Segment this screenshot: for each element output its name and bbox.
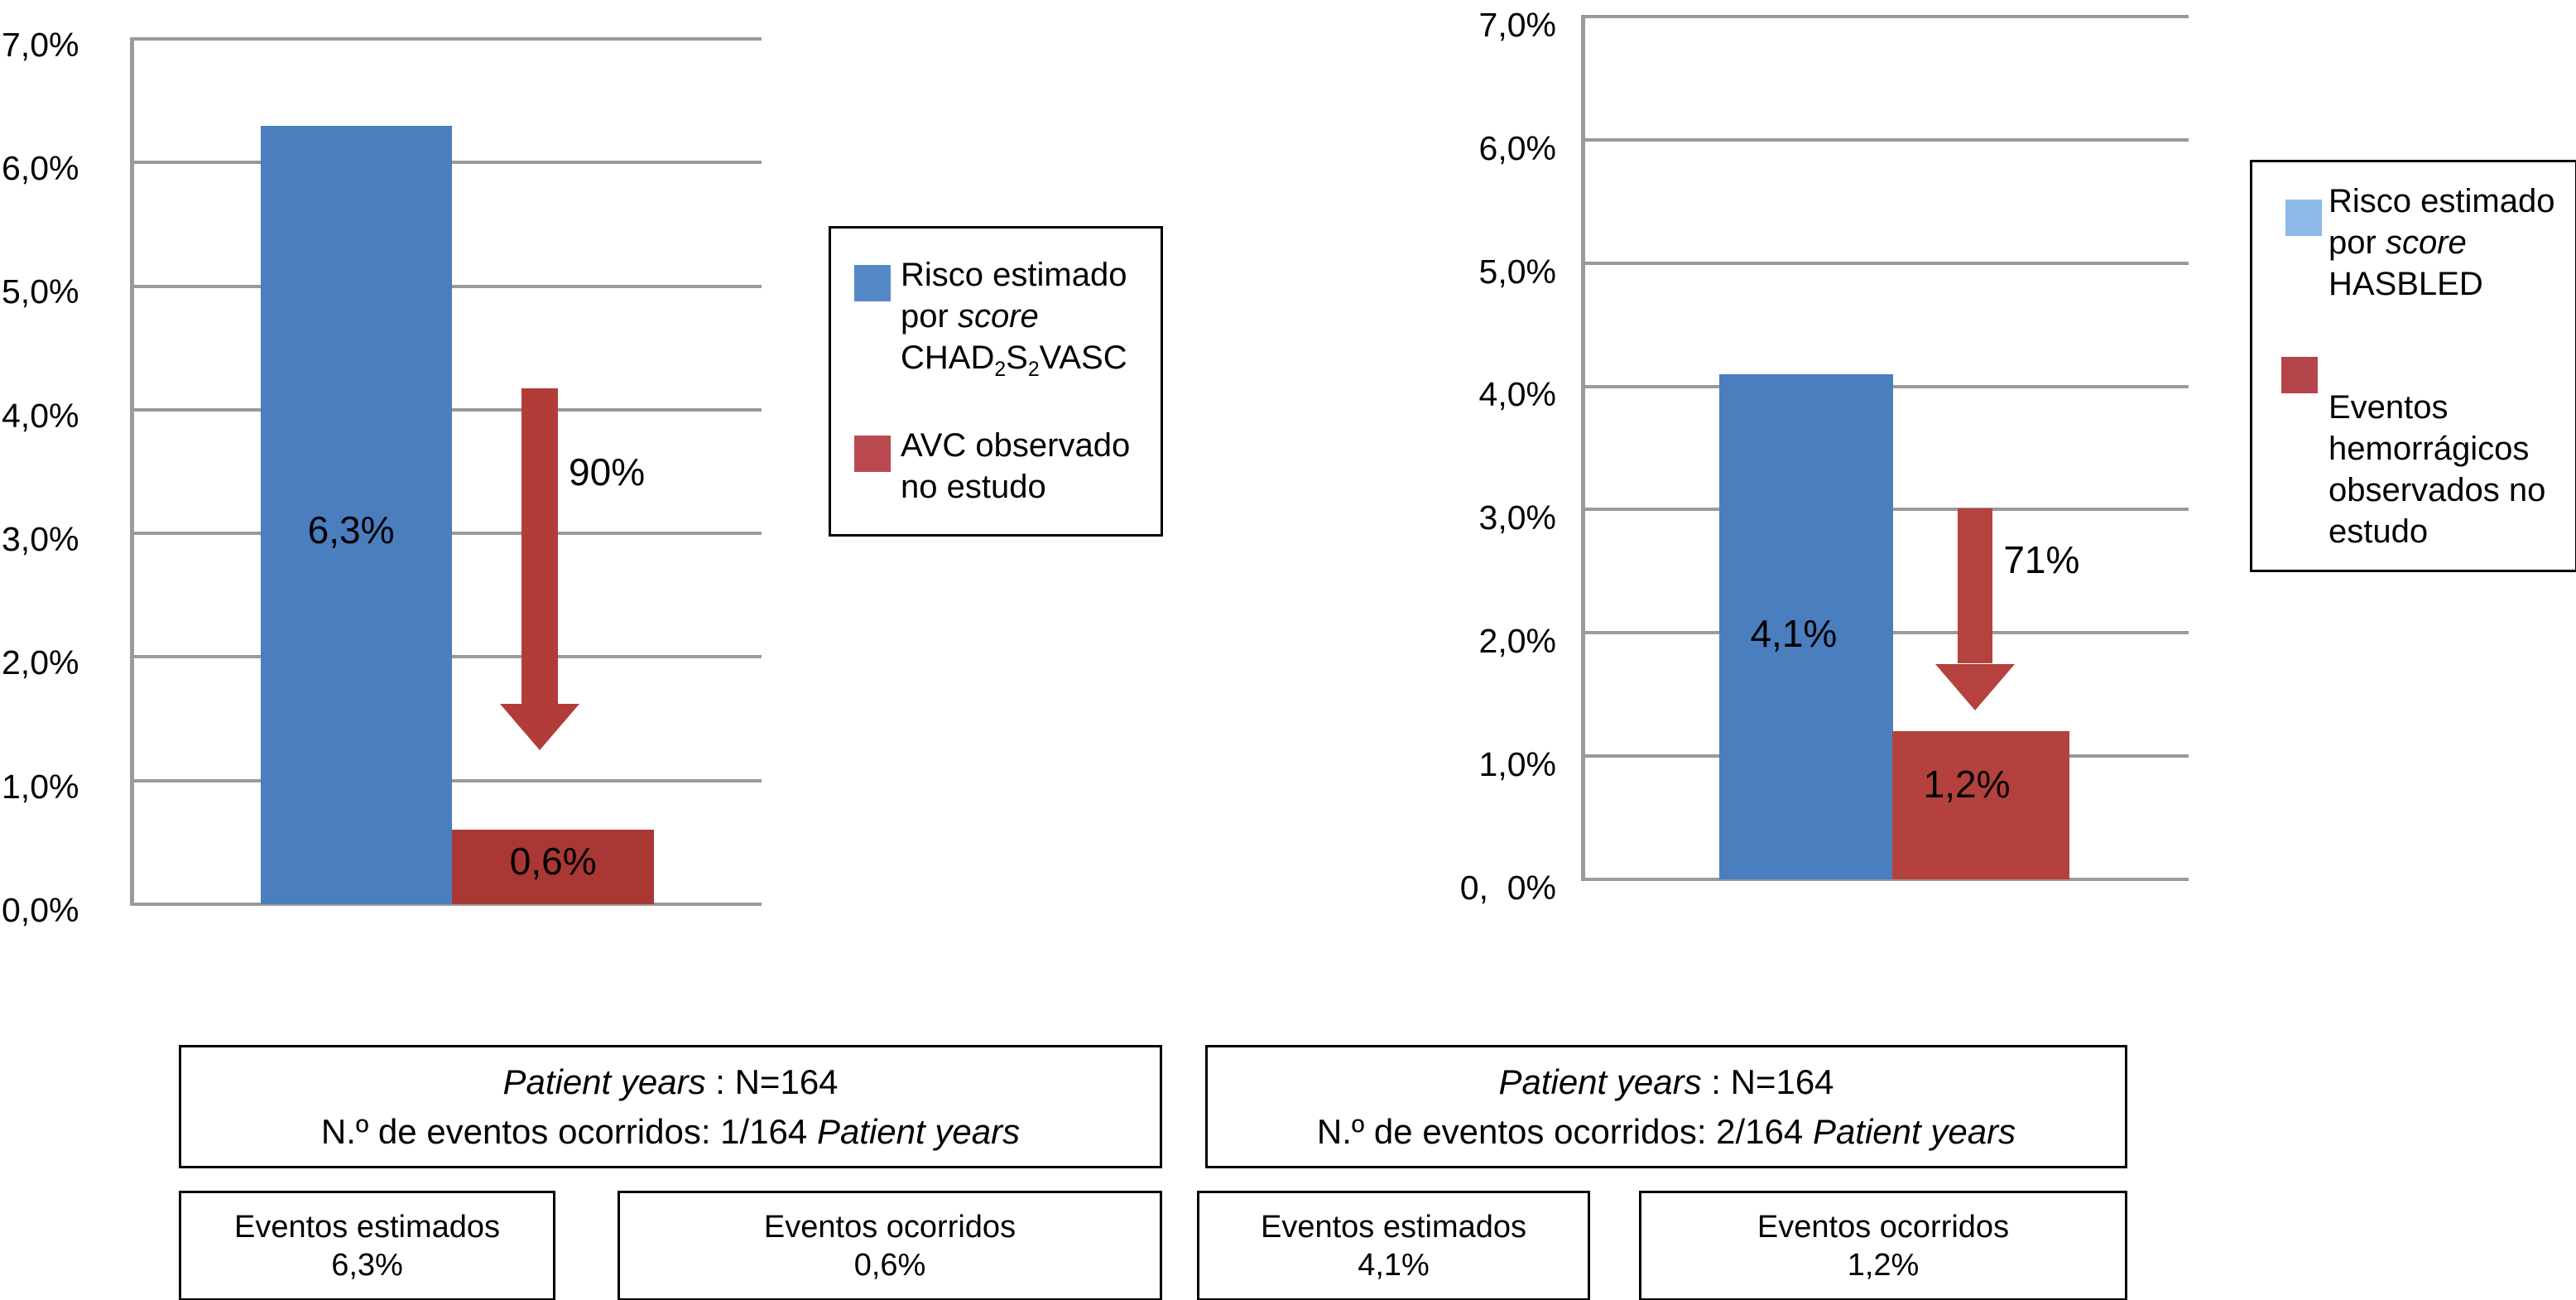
patient-years-box: Patient years : N=164 N.º de eventos oco… bbox=[179, 1045, 1162, 1168]
legend-line: Risco estimado bbox=[901, 257, 1127, 293]
estimated-events-label: Eventos estimados bbox=[1260, 1209, 1527, 1245]
legend-swatch-observed bbox=[854, 436, 891, 472]
patient-years-box: Patient years : N=164 N.º de eventos oco… bbox=[1205, 1045, 2127, 1168]
estimated-events-value: 4,1% bbox=[1358, 1247, 1430, 1283]
legend-line: Risco estimado bbox=[2328, 183, 2555, 219]
y-tick-label: 0, 0% bbox=[1459, 869, 1556, 907]
legend-line: por score bbox=[901, 298, 1039, 335]
legend-line: no estudo bbox=[901, 469, 1046, 505]
legend-line: observados no bbox=[2328, 472, 2546, 508]
reduction-label: 71% bbox=[2003, 538, 2080, 582]
y-axis-line bbox=[1581, 17, 1585, 881]
gridline bbox=[1581, 261, 2189, 265]
y-tick-label: 5,0% bbox=[1478, 253, 1556, 291]
estimated-events-label: Eventos estimados bbox=[233, 1209, 501, 1245]
reduction-arrow-head bbox=[1935, 663, 2016, 710]
patient-years-line: Patient years : N=164 bbox=[1498, 1062, 1834, 1101]
gridline bbox=[1581, 15, 2189, 18]
reduction-arrow-shaft bbox=[521, 388, 559, 704]
legend-label-observed: Eventos hemorrágicos observados no estud… bbox=[2328, 387, 2545, 552]
plot-area-chadsvasc: 6,3% 0,6% 90% bbox=[130, 37, 762, 906]
occurred-events-value: 0,6% bbox=[853, 1247, 926, 1283]
y-tick-label: 2,0% bbox=[2, 643, 79, 681]
reduction-arrow-head bbox=[500, 703, 580, 750]
y-tick-label: 5,0% bbox=[2, 272, 79, 311]
y-tick-label: 7,0% bbox=[1478, 6, 1556, 44]
y-tick-label: 6,0% bbox=[1478, 129, 1556, 167]
y-tick-label: 1,0% bbox=[2, 768, 79, 806]
legend-line: por score bbox=[2328, 224, 2467, 261]
legend-line-chadsvasc: CHAD2S2VASC bbox=[901, 339, 1127, 381]
gridline bbox=[130, 37, 762, 41]
gridline bbox=[130, 903, 762, 906]
occurred-events-label: Eventos ocorridos bbox=[1757, 1209, 2010, 1245]
estimated-events-box: Eventos estimados 6,3% bbox=[179, 1191, 555, 1300]
bar-avc-observado bbox=[452, 830, 655, 904]
legend-swatch-estimated bbox=[2285, 200, 2322, 236]
legend-line: Eventos bbox=[2328, 389, 2449, 426]
occurred-events-value: 1,2% bbox=[1847, 1247, 1920, 1283]
plot-area-hasbled: 4,1% 1,2% 71% bbox=[1581, 15, 2189, 881]
y-tick-label: 4,0% bbox=[2, 397, 79, 435]
legend-box-chadsvasc: Risco estimado por score CHAD2S2VASC AVC… bbox=[829, 226, 1163, 537]
legend-line-hasbled: HASBLED bbox=[2328, 266, 2483, 302]
estimated-events-value: 6,3% bbox=[331, 1247, 403, 1283]
legend-swatch-estimated bbox=[854, 265, 891, 301]
legend-label-estimated: Risco estimado por score HASBLED bbox=[2328, 181, 2554, 305]
bar-risco-estimado bbox=[1719, 373, 1893, 879]
legend-swatch-observed bbox=[2281, 357, 2318, 393]
occurred-events-label: Eventos ocorridos bbox=[763, 1209, 1016, 1245]
occurred-events-box: Eventos ocorridos 1,2% bbox=[1639, 1191, 2127, 1300]
bar-value-label: 1,2% bbox=[1923, 763, 2011, 806]
bar-value-label: 0,6% bbox=[509, 839, 597, 883]
y-tick-label: 0,0% bbox=[2, 891, 79, 929]
y-tick-label: 7,0% bbox=[2, 26, 79, 64]
events-occurred-line: N.º de eventos ocorridos: 2/164 Patient … bbox=[1316, 1111, 2016, 1151]
reduction-arrow-shaft bbox=[1958, 508, 1993, 664]
bar-eventos-hemorragicos bbox=[1891, 731, 2070, 879]
legend-label-estimated: Risco estimado por score CHAD2S2VASC bbox=[901, 254, 1127, 381]
y-tick-label: 1,0% bbox=[1478, 745, 1556, 783]
y-tick-label: 4,0% bbox=[1478, 375, 1556, 413]
legend-line: hemorrágicos bbox=[2328, 431, 2530, 467]
legend-label-observed: AVC observado no estudo bbox=[901, 425, 1130, 508]
legend-line: AVC observado bbox=[901, 427, 1131, 464]
occurred-events-box: Eventos ocorridos 0,6% bbox=[618, 1191, 1162, 1300]
y-axis-line bbox=[130, 39, 134, 906]
legend-box-hasbled: Risco estimado por score HASBLED Eventos… bbox=[2250, 160, 2576, 572]
bar-risco-estimado bbox=[260, 125, 453, 904]
y-tick-label: 2,0% bbox=[1478, 622, 1556, 660]
legend-line: estudo bbox=[2328, 513, 2429, 550]
bar-value-label: 6,3% bbox=[307, 508, 395, 551]
y-tick-label: 3,0% bbox=[2, 520, 79, 558]
gridline bbox=[1581, 137, 2189, 142]
reduction-label: 90% bbox=[569, 450, 646, 494]
y-tick-label: 6,0% bbox=[2, 149, 79, 187]
events-occurred-line: N.º de eventos ocorridos: 1/164 Patient … bbox=[320, 1111, 1021, 1151]
y-tick-label: 3,0% bbox=[1478, 498, 1556, 537]
patient-years-line: Patient years : N=164 bbox=[502, 1062, 839, 1101]
bar-value-label: 4,1% bbox=[1750, 612, 1838, 656]
gridline bbox=[1581, 878, 2189, 881]
estimated-events-box: Eventos estimados 4,1% bbox=[1197, 1191, 1590, 1300]
